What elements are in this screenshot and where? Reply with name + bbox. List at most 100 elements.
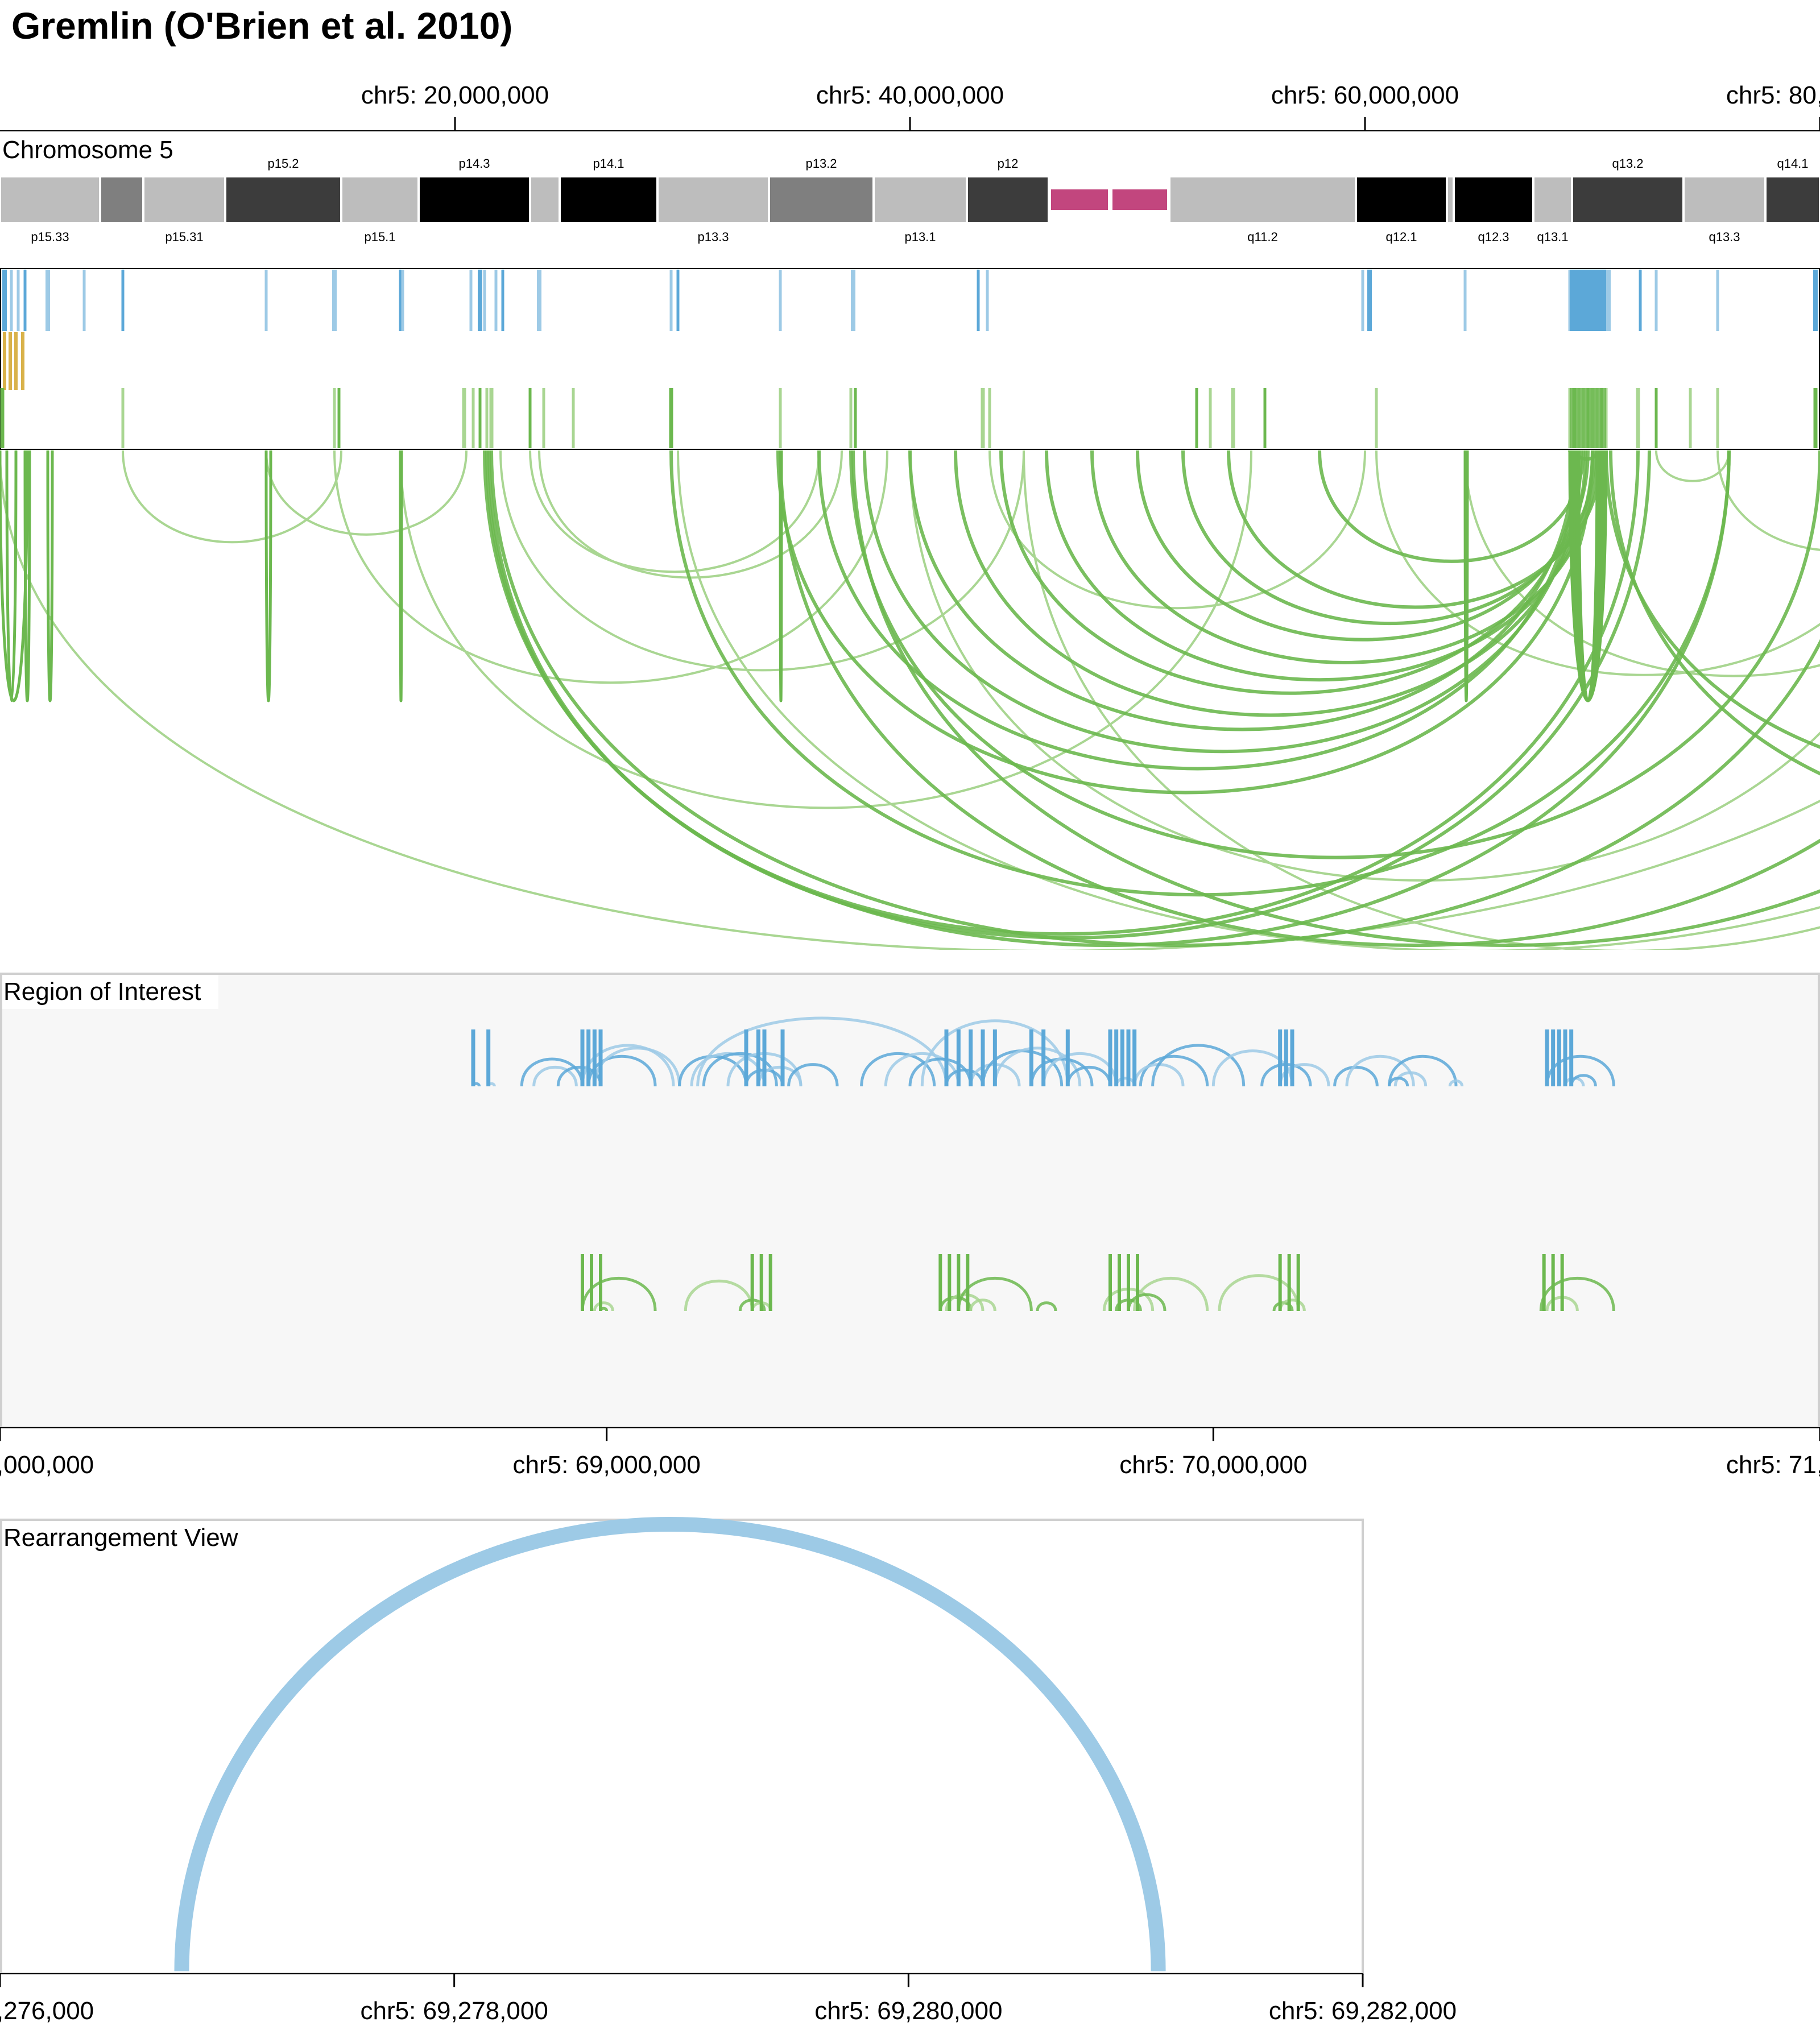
roi-blue-arc: [1333, 1066, 1379, 1087]
chromosome-axis: chr5: 20,000,000 chr5: 40,000,000 chr5: 60…: [0, 81, 1820, 131]
band-label: p14.1: [593, 156, 624, 171]
blue-event-cluster: [1570, 270, 1606, 331]
rearrangement-arc: [1577, 450, 1599, 702]
roi-green-arc: [1218, 1274, 1300, 1312]
roi-blue-arc: [1393, 1071, 1428, 1087]
band-label: q12.3: [1478, 230, 1509, 244]
rearrangement-arc: [483, 450, 1731, 947]
rearrangement-arc: [779, 450, 783, 702]
band-label: p15.2: [267, 156, 299, 171]
roi-blue-arc: [696, 1016, 948, 1087]
roi-blue-arc: [908, 1057, 973, 1087]
roi-blue-arc: [587, 1054, 657, 1087]
tick-label: chr5: 60,000,000: [1271, 81, 1459, 109]
chromosome-band: [659, 177, 768, 222]
rearrangement-arc: [122, 450, 342, 544]
roi-blue-arc: [860, 1052, 936, 1087]
tick-label: chr5: 71,000,000: [1726, 1451, 1820, 1479]
tick-label: chr5: 69,278,000: [361, 1997, 548, 2025]
tick-label: chr5: 70,000,000: [1119, 1451, 1307, 1479]
tick-label: chr5: 69,282,000: [1269, 1997, 1457, 2025]
green-event-cluster: [1570, 388, 1606, 448]
chromosome-band: [1767, 177, 1819, 222]
region-of-interest-panel[interactable]: Region of Interest: [0, 973, 1820, 1429]
rearrangement-arc: [46, 450, 54, 702]
rearrangement-arc: [399, 450, 1252, 809]
chromosome-band: [342, 177, 417, 222]
band-label: p15.1: [364, 230, 395, 244]
roi-blue-arc: [532, 1066, 578, 1087]
region-axis: chr5: 68,000,000 chr5: 69,000,000 chr5: 70…: [0, 1427, 1820, 1479]
chromosome-band: [1170, 177, 1355, 222]
band-label: p13.2: [805, 156, 837, 171]
rearrangement-axis: chr5: 69,276,000 chr5: 69,278,000 chr5: 69…: [0, 1973, 1457, 2025]
rearrangement-arc: [0, 450, 1820, 950]
rearrangement-arc: [529, 450, 820, 573]
rearrangement-arc: [1609, 450, 1820, 776]
band-label: q13.1: [1537, 230, 1568, 244]
rearrangement-arc: [677, 450, 1820, 950]
band-label: q11.2: [1247, 230, 1277, 244]
chromosome-band: [1, 177, 99, 222]
rearrangement-view-panel[interactable]: Rearrangement View: [0, 1517, 1364, 1975]
page-title: Gremlin (O'Brien et al. 2010): [11, 5, 513, 47]
rearrangement-arc: [817, 450, 1578, 771]
roi-blue-arc: [787, 1063, 839, 1087]
roi-blue-arc: [1151, 1044, 1246, 1087]
rearrangement-arc: [490, 450, 1820, 947]
roi-blue-arc: [1545, 1054, 1615, 1087]
rearrangement-arc: [499, 450, 1025, 672]
tick-label: chr5: 40,000,000: [816, 81, 1004, 109]
rearrangement-arc: [333, 450, 888, 684]
roi-blue-arc: [1448, 1079, 1464, 1087]
rearrangement-arc: [776, 450, 1594, 795]
chromosome-band: [968, 177, 1048, 222]
rearrangement-arc: [1655, 450, 1730, 482]
centromere-band: [1112, 189, 1167, 210]
roi-blue-arc: [993, 1047, 1082, 1087]
roi-blue-arc: [520, 1057, 584, 1087]
rearrangement-arc: [265, 450, 468, 536]
chromosome-band: [420, 177, 529, 222]
rearrangement-arc: [264, 450, 272, 702]
roi-green-arc: [684, 1279, 754, 1312]
tick-label: chr5: 80,000,000: [1726, 81, 1820, 109]
rearrangement-arc: [1604, 450, 1820, 749]
tick-label: chr5: 69,280,000: [814, 1997, 1002, 2025]
rearrangement-arc: [1463, 450, 1469, 702]
rearrangement-arc: [23, 450, 31, 702]
roi-green-arc: [1036, 1301, 1057, 1312]
rearrangement-arc: [779, 450, 1820, 947]
centromere-band: [1051, 189, 1108, 210]
roi-blue-arc: [1388, 1077, 1409, 1087]
roi-blue-arc: [1388, 1054, 1458, 1087]
chromosome-band: [561, 177, 656, 222]
chromosome-band: [1685, 177, 1764, 222]
panel-label: Region of Interest: [3, 978, 201, 1006]
tick-label: chr5: 69,276,000: [0, 1997, 94, 2025]
tick-label: chr5: 20,000,000: [361, 81, 549, 109]
rearrangement-arc: [908, 450, 1576, 731]
roi-blue-arc: [1279, 1063, 1330, 1087]
tick-label: chr5: 68,000,000: [0, 1451, 94, 1479]
rearrangement-arc: [1464, 450, 1820, 677]
label-background: [2, 975, 218, 1009]
rearrangement-arc: [851, 450, 1820, 947]
band-label: p13.1: [904, 230, 936, 244]
roi-green-arc: [581, 1277, 657, 1312]
chromosome-overview-panel[interactable]: Chromosome 5 p15.33 p15.31 p15.2 p15.1 p14.3 p…: [0, 136, 1820, 951]
panel-background: [0, 1519, 1364, 1975]
track-box: [0, 268, 1820, 450]
roi-blue-arc: [1139, 1054, 1209, 1087]
rearrangement-arc: [669, 450, 1731, 897]
band-label: q12.1: [1385, 230, 1417, 244]
roi-green-arc: [969, 1298, 996, 1312]
chromosome-band: [1357, 177, 1446, 222]
rearrangement-arc: [174, 1517, 1166, 1972]
panel-label: Rearrangement View: [3, 1524, 238, 1552]
band-label: p14.3: [458, 156, 490, 171]
chromosome-band: [101, 177, 142, 222]
chromosome-band: [1448, 177, 1453, 222]
band-label: p13.3: [697, 230, 729, 244]
